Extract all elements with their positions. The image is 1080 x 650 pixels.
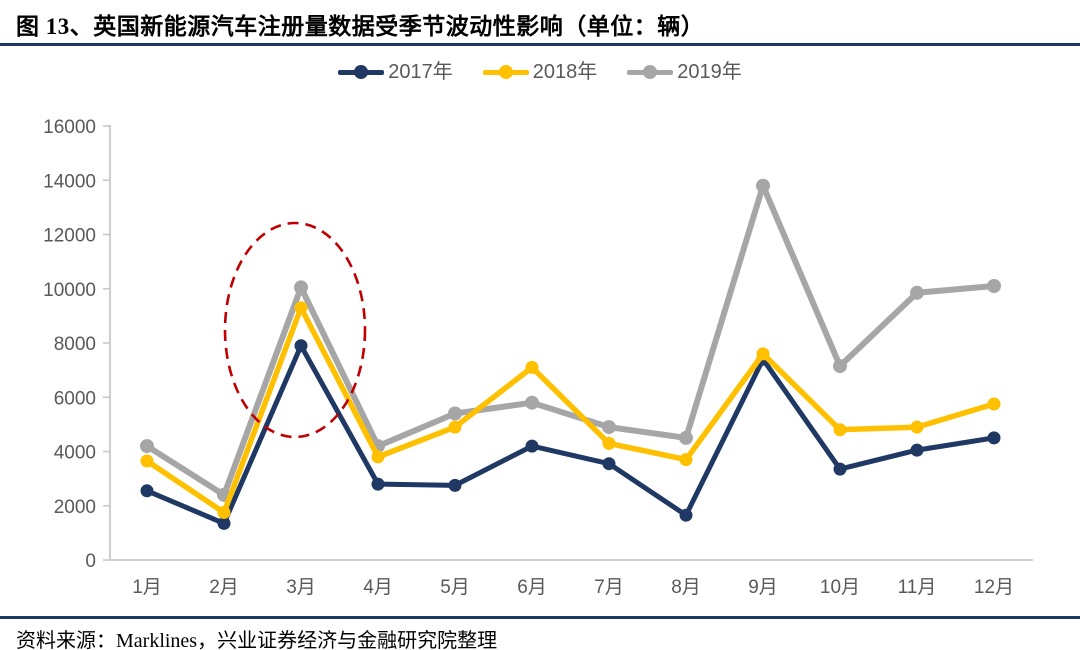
x-axis-label: 4月 <box>363 577 393 598</box>
y-axis-label: 8000 <box>54 334 96 355</box>
legend-label-2017: 2017年 <box>388 61 453 83</box>
y-axis-label: 6000 <box>54 388 96 409</box>
data-point-2018年-8月 <box>679 453 693 467</box>
data-point-2017年-3月 <box>294 339 308 353</box>
data-point-2017年-2月 <box>217 516 231 530</box>
y-axis-label: 2000 <box>54 497 96 518</box>
data-point-2019年-10月 <box>833 359 847 374</box>
data-point-2017年-8月 <box>679 508 693 522</box>
data-point-2019年-8月 <box>679 430 693 445</box>
x-axis-label: 7月 <box>594 577 624 598</box>
data-point-2019年-9月 <box>756 178 770 193</box>
footer-rule <box>0 616 1080 619</box>
x-axis-label: 5月 <box>440 577 470 598</box>
data-point-2019年-1月 <box>140 439 154 454</box>
data-point-2017年-7月 <box>602 457 616 471</box>
x-axis-label: 12月 <box>974 577 1014 598</box>
data-point-2018年-1月 <box>140 454 154 468</box>
source-note: 资料来源：Marklines，兴业证券经济与金融研究院整理 <box>16 630 498 650</box>
data-point-2017年-5月 <box>448 478 462 492</box>
x-axis-label: 3月 <box>286 577 316 598</box>
title-underline <box>0 43 1080 46</box>
x-axis-label: 9月 <box>748 577 778 598</box>
series-line-2019年 <box>144 182 997 498</box>
x-axis-label: 6月 <box>517 577 547 598</box>
legend-line-dot-icon <box>627 65 674 79</box>
x-axis-label: 10月 <box>820 577 860 598</box>
data-point-2018年-5月 <box>448 420 462 434</box>
legend-item-2018[interactable]: 2018年 <box>482 61 598 83</box>
y-axis-label: 0 <box>85 551 96 572</box>
y-axis-label: 16000 <box>43 117 96 138</box>
chart-legend: 2017年 2018年 2019年 <box>0 62 1080 82</box>
data-point-2017年-10月 <box>833 462 847 476</box>
data-point-2018年-11月 <box>910 420 924 434</box>
data-point-2019年-7月 <box>602 420 616 435</box>
data-point-2018年-10月 <box>833 423 847 437</box>
series-line-2018年 <box>144 304 997 516</box>
seasonal-highlight-ellipse <box>223 221 367 439</box>
data-point-2018年-3月 <box>294 301 308 315</box>
x-axis-label: 11月 <box>898 577 937 598</box>
data-point-2018年-12月 <box>987 397 1001 411</box>
data-point-2017年-6月 <box>525 439 539 453</box>
data-point-2019年-3月 <box>294 280 308 295</box>
chart-title: 图 13、英国新能源汽车注册量数据受季节波动性影响（单位：辆） <box>16 14 705 39</box>
data-point-2018年-7月 <box>602 436 616 450</box>
y-axis-label: 12000 <box>43 226 96 247</box>
legend-item-2017[interactable]: 2017年 <box>338 62 453 82</box>
x-axis-label: 8月 <box>671 577 701 598</box>
x-axis-label: 1月 <box>132 577 162 598</box>
data-point-2018年-6月 <box>525 360 539 374</box>
y-axis-label: 14000 <box>43 171 96 192</box>
legend-label-2019: 2019年 <box>677 61 742 83</box>
y-axis-label: 4000 <box>54 443 96 464</box>
legend-label-2018: 2018年 <box>532 61 598 83</box>
data-point-2019年-12月 <box>987 279 1001 293</box>
data-point-2018年-2月 <box>217 506 231 519</box>
data-point-2017年-11月 <box>910 443 924 457</box>
x-axis-label: 2月 <box>209 577 239 598</box>
data-point-2018年-9月 <box>756 347 770 361</box>
data-point-2018年-4月 <box>371 450 385 464</box>
y-axis-label: 10000 <box>43 280 96 301</box>
data-point-2019年-11月 <box>910 285 924 300</box>
legend-item-2019[interactable]: 2019年 <box>627 62 742 82</box>
data-point-2017年-4月 <box>371 477 385 491</box>
series-line-2017年 <box>144 343 997 526</box>
legend-line-dot-icon <box>338 65 385 79</box>
data-point-2017年-1月 <box>140 484 154 498</box>
legend-line-dot-icon <box>482 65 529 79</box>
data-point-2019年-5月 <box>448 406 462 421</box>
data-point-2019年-6月 <box>525 395 539 410</box>
data-point-2017年-12月 <box>987 431 1001 445</box>
